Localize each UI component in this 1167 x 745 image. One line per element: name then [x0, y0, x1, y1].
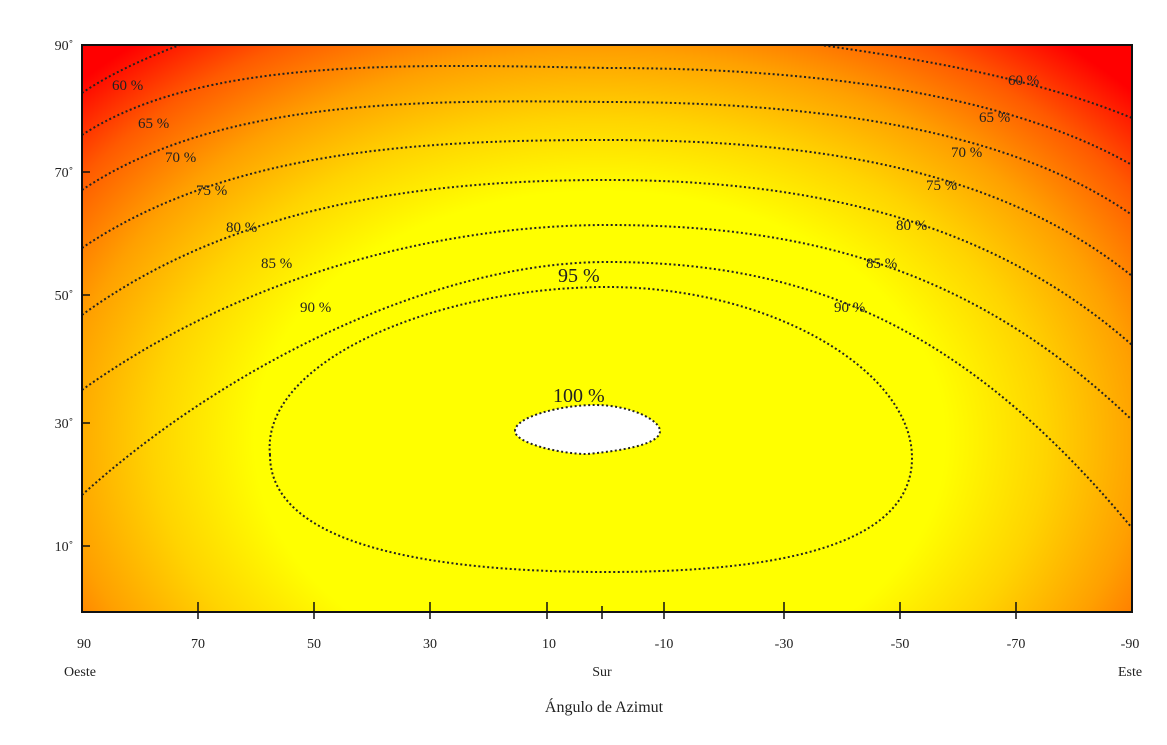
contour-line-85 — [82, 223, 1132, 421]
contour-label-85-right: 85 % — [866, 256, 897, 272]
x-axis-title: Ángulo de Azimut — [545, 697, 664, 716]
direction-label-este: Este — [1118, 665, 1142, 680]
heat-background — [82, 45, 1132, 612]
contour-label-60-left: 60 % — [112, 78, 143, 94]
x-axis: 90 70 50 30 10 -10 -30 -50 -70 -90 Oeste… — [64, 602, 1142, 716]
x-tick-label-minus10: -10 — [655, 637, 674, 652]
x-tick-label-minus50: -50 — [891, 637, 910, 652]
contour-line-75 — [82, 138, 1132, 277]
contour-labels: 60 % 65 % 70 % 75 % 80 % 85 % 90 % 60 % … — [112, 73, 1039, 407]
x-tick-label-90: 90 — [77, 637, 91, 652]
contour-label-75-left: 75 % — [196, 183, 227, 199]
contour-label-80-left: 80 % — [226, 220, 257, 236]
contour-label-95: 95 % — [558, 265, 600, 287]
contour-label-70-left: 70 % — [165, 150, 196, 166]
y-tick-label-30: 30˚ — [55, 417, 74, 432]
plot-area — [81, 44, 1133, 613]
contour-label-65-left: 65 % — [138, 116, 169, 132]
contour-label-90-left: 90 % — [300, 300, 331, 316]
y-tick-label-50: 50˚ — [55, 289, 74, 304]
y-tick-label-10: 10˚ — [55, 540, 74, 555]
contour-line-95 — [268, 285, 914, 574]
direction-label-sur: Sur — [592, 665, 612, 680]
contour-label-60-right: 60 % — [1008, 73, 1039, 89]
x-tick-label-10: 10 — [542, 637, 556, 652]
x-tick-label-30: 30 — [423, 637, 437, 652]
contour-line-70 — [82, 100, 1132, 216]
contour-label-80-right: 80 % — [896, 218, 927, 234]
y-tick-label-70: 70˚ — [55, 166, 74, 181]
x-tick-label-minus30: -30 — [775, 637, 794, 652]
contour-label-100: 100 % — [553, 385, 605, 407]
contour-label-65-right: 65 % — [979, 110, 1010, 126]
x-tick-label-minus90: -90 — [1121, 637, 1140, 652]
contour-line-80 — [82, 178, 1132, 346]
y-tick-label-90: 90˚ — [55, 39, 74, 54]
direction-label-oeste: Oeste — [64, 665, 96, 680]
x-tick-label-50: 50 — [307, 637, 321, 652]
x-tick-label-minus70: -70 — [1007, 637, 1026, 652]
contour-label-70-right: 70 % — [951, 145, 982, 161]
contour-region-100 — [513, 403, 662, 456]
contour-label-85-left: 85 % — [261, 256, 292, 272]
y-axis: 90˚ 70˚ 50˚ 30˚ 10˚ — [55, 39, 90, 555]
contour-label-75-right: 75 % — [926, 178, 957, 194]
contour-line-65 — [82, 64, 1132, 166]
contour-line-60-left — [82, 45, 183, 94]
contour-line-90 — [82, 260, 1132, 529]
x-tick-label-70: 70 — [191, 637, 205, 652]
plot-frame — [81, 44, 1133, 613]
contour-label-90-right: 90 % — [834, 300, 865, 316]
